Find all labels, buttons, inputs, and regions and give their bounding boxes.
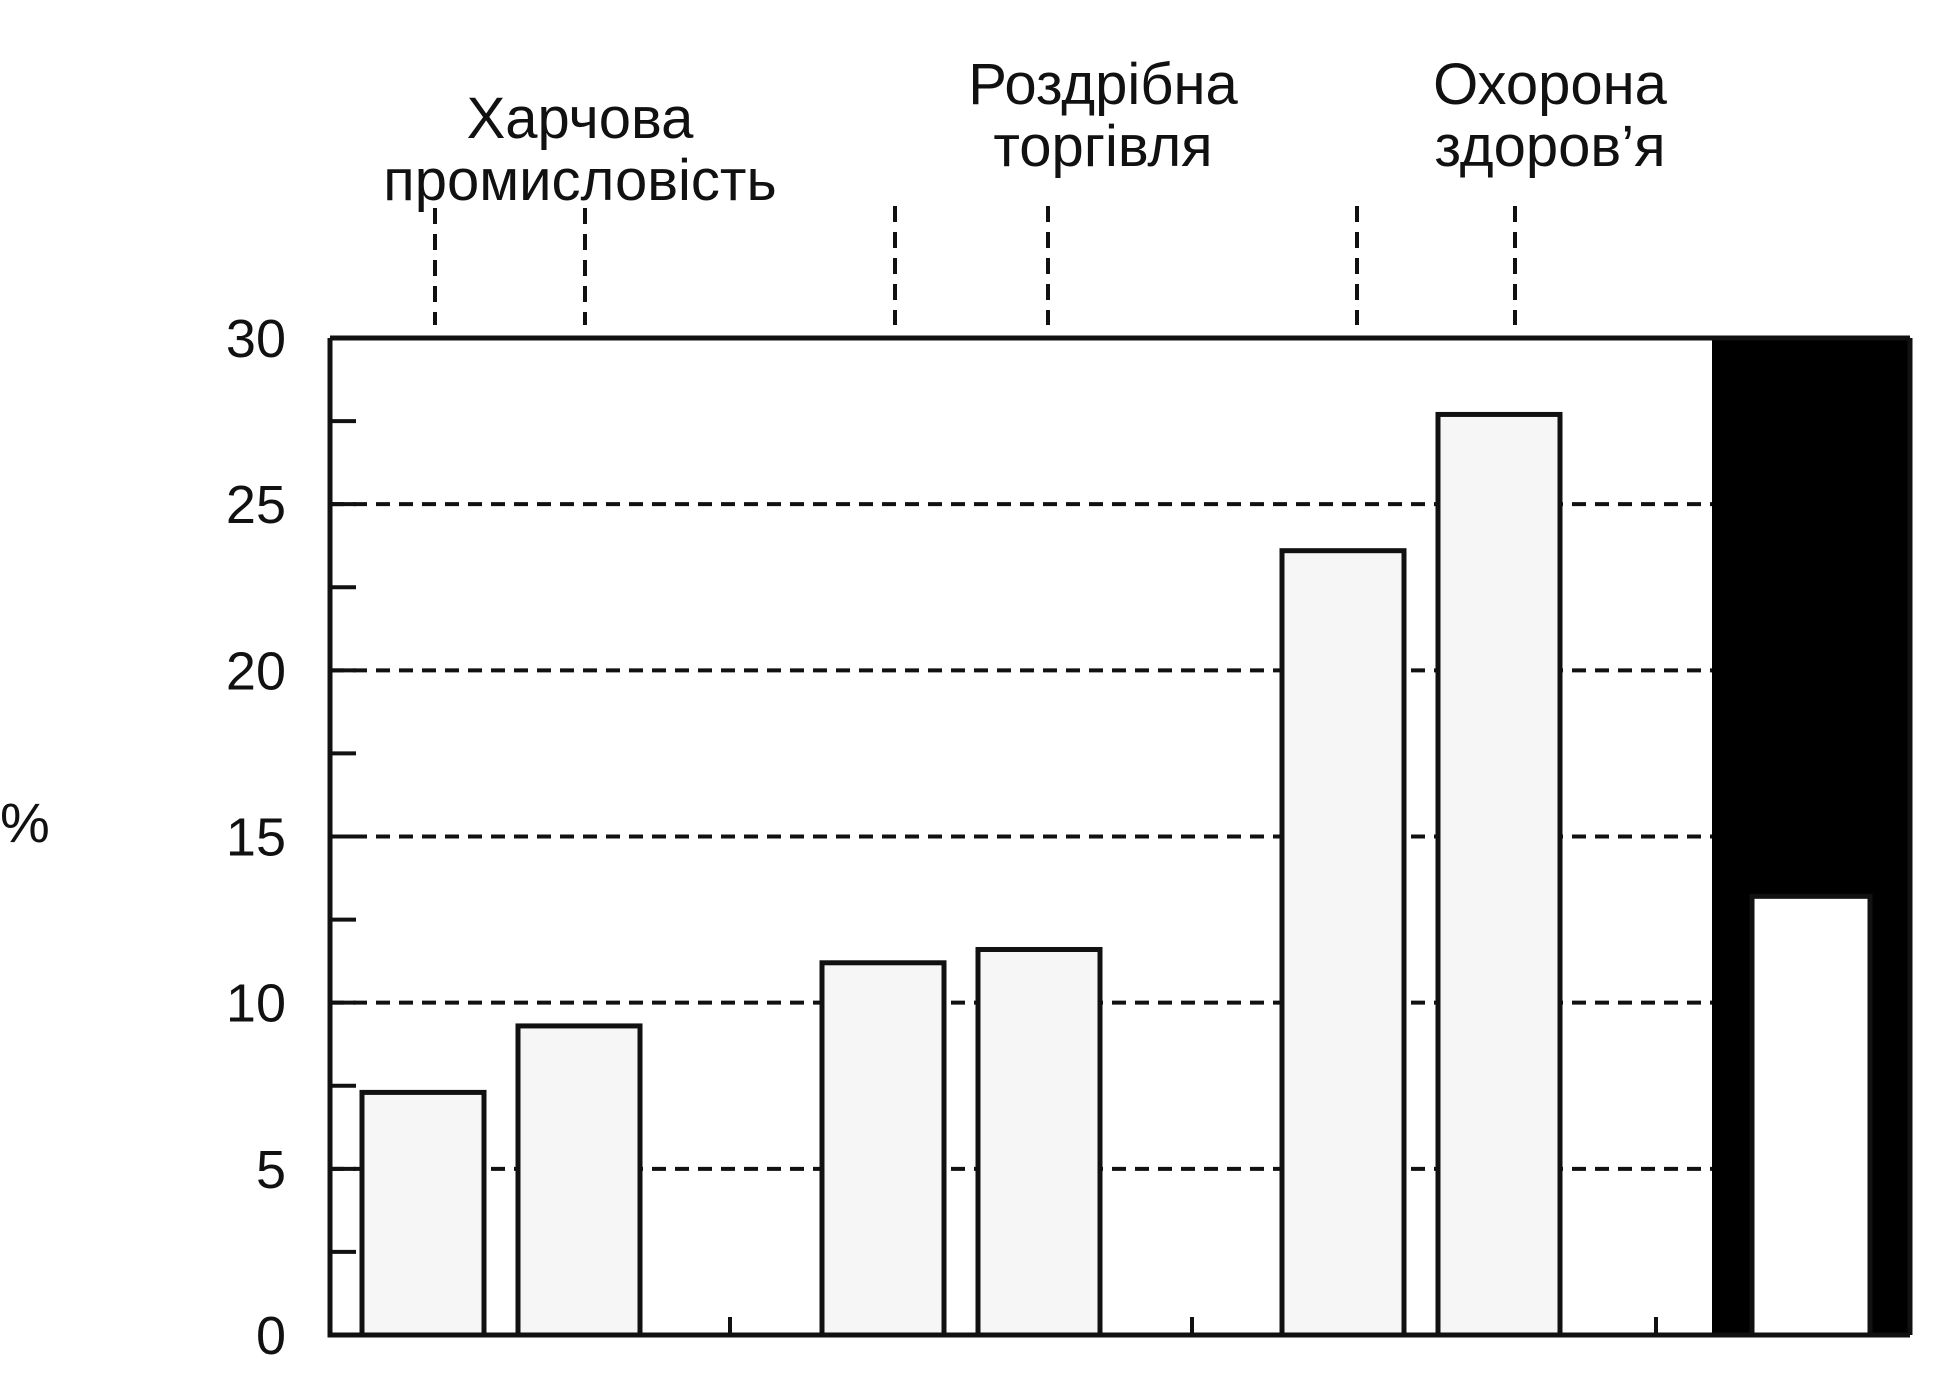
y-tick-label-5: 5: [256, 1140, 286, 1200]
group-connectors: [433, 206, 1517, 325]
group-label-3-line2: здоров’я: [1434, 114, 1665, 179]
bar-group2-2: [975, 946, 1103, 1338]
bars: [359, 411, 1873, 1338]
bar-group1-2: [515, 1023, 643, 1338]
y-tick-label-25: 25: [226, 475, 286, 535]
group-label-1-line2: промисловість: [383, 148, 776, 213]
bar-group3-2: [1435, 411, 1563, 1338]
bar-group2-1: [819, 960, 947, 1338]
bar-highlight: [1749, 893, 1873, 1338]
bar-group3-1: [1279, 548, 1407, 1338]
y-tick-label-10: 10: [226, 974, 286, 1034]
axes: [327, 335, 1913, 1338]
bar-group1-1: [359, 1089, 487, 1338]
group-label-3-line1: Охорона: [1433, 52, 1668, 117]
y-axis-label: %: [0, 791, 50, 854]
y-tick-label-30: 30: [226, 309, 286, 369]
group-label-2-line2: торгівля: [993, 114, 1212, 179]
group-label-1-line1: Харчова: [467, 86, 695, 151]
group-label-2-line1: Роздрібна: [968, 52, 1238, 117]
y-tick-label-20: 20: [226, 641, 286, 701]
y-tick-label-0: 0: [256, 1306, 286, 1366]
y-tick-label-15: 15: [226, 808, 286, 868]
